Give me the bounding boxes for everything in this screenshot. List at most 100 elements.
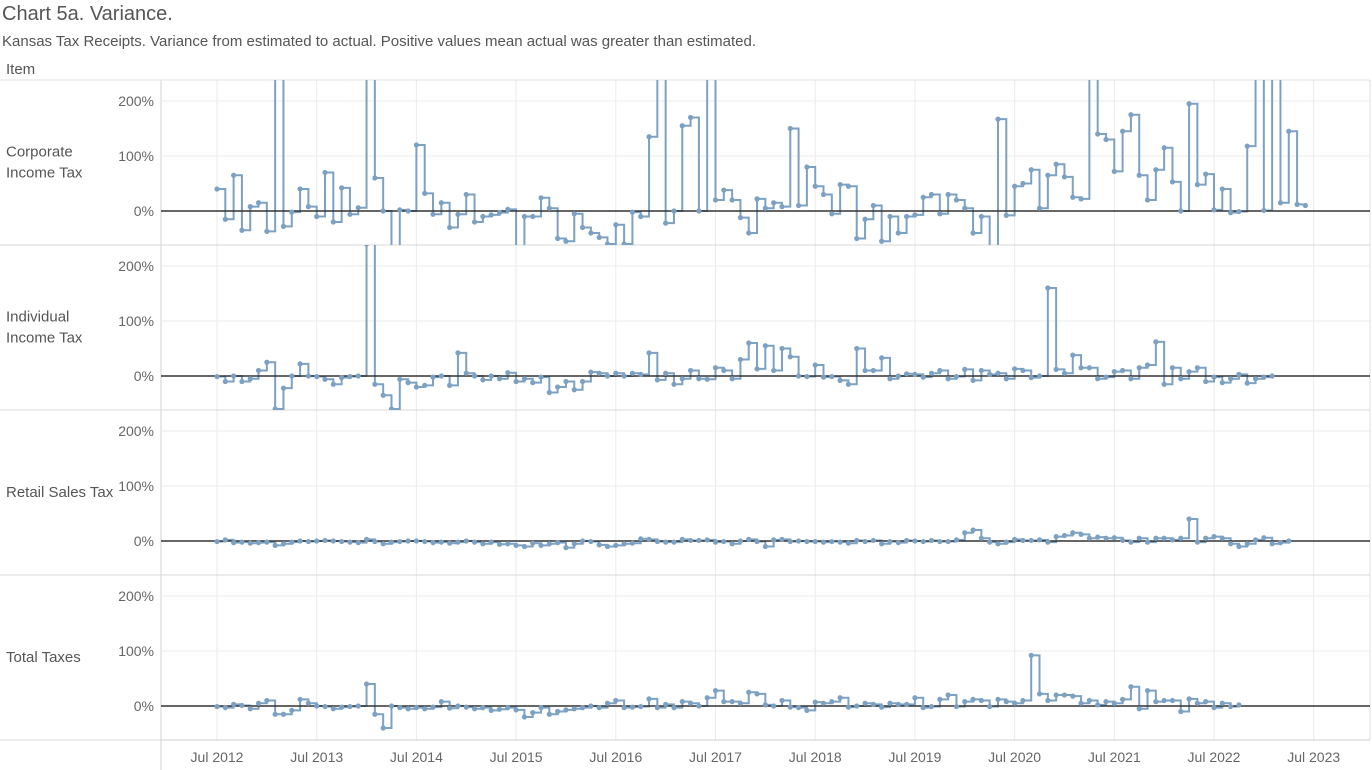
data-point [588, 538, 594, 545]
data-point [1186, 696, 1192, 702]
data-point [920, 374, 926, 380]
data-point [771, 537, 777, 543]
data-point [604, 700, 611, 706]
data-point [571, 387, 577, 393]
data-point [928, 370, 935, 376]
data-point [995, 370, 1001, 376]
data-point [1036, 373, 1043, 379]
data-point [1203, 378, 1209, 385]
data-point [671, 208, 677, 214]
data-point [546, 541, 552, 547]
data-point [970, 696, 976, 703]
data-point [762, 702, 768, 708]
data-point [588, 369, 594, 375]
data-point [903, 213, 910, 220]
data-point [795, 705, 802, 711]
data-point [1186, 516, 1192, 522]
data-point [530, 213, 536, 220]
data-point [696, 208, 702, 214]
data-point [804, 164, 810, 170]
data-point [646, 696, 652, 702]
data-point [455, 211, 461, 217]
data-point [820, 700, 827, 706]
data-point [1269, 541, 1275, 547]
data-point [837, 539, 843, 545]
data-point [854, 703, 860, 709]
data-point [405, 380, 411, 386]
data-point [255, 700, 262, 706]
data-point [1061, 174, 1068, 180]
data-point [339, 185, 345, 191]
data-point [854, 345, 860, 352]
data-point [862, 700, 868, 706]
data-point [870, 537, 876, 544]
data-point [264, 228, 270, 234]
data-point [704, 695, 710, 701]
data-point [953, 703, 960, 710]
data-point [1028, 375, 1034, 381]
data-point [289, 373, 295, 379]
y-tick-label: 100% [118, 478, 154, 494]
data-point [1003, 376, 1009, 382]
data-point [1020, 537, 1026, 544]
data-point [372, 538, 378, 545]
data-point [513, 707, 519, 713]
data-point [330, 219, 336, 225]
data-point [1302, 202, 1308, 209]
data-point [613, 222, 619, 228]
data-point [1144, 197, 1151, 203]
data-point [380, 725, 386, 731]
data-point [388, 406, 395, 410]
data-point [314, 373, 320, 380]
data-point [463, 538, 469, 544]
data-point [588, 703, 594, 709]
data-point [1078, 365, 1084, 371]
data-point [704, 537, 710, 543]
data-point [737, 538, 744, 544]
data-point [812, 538, 818, 545]
data-point [1078, 196, 1084, 202]
data-point [488, 212, 494, 218]
data-point [879, 355, 885, 361]
data-point [920, 538, 926, 545]
data-point [654, 705, 660, 711]
data-point [1244, 541, 1250, 547]
x-tick-label: Jul 2013 [290, 749, 343, 765]
data-point [1012, 536, 1018, 542]
data-point [1020, 697, 1026, 704]
data-point [1036, 537, 1043, 543]
data-point [214, 703, 220, 710]
data-point [978, 213, 984, 220]
data-point [480, 705, 486, 711]
data-point [1236, 208, 1242, 215]
data-point [1078, 531, 1084, 538]
data-point [264, 697, 270, 704]
data-point [771, 367, 777, 374]
data-point [314, 213, 320, 220]
data-point [1228, 210, 1234, 216]
data-point [496, 376, 503, 382]
data-point [1194, 182, 1200, 188]
data-point [654, 538, 660, 545]
data-point [920, 194, 926, 200]
data-point [1136, 706, 1142, 712]
data-point [305, 538, 311, 545]
data-point [579, 538, 586, 544]
data-point [862, 367, 868, 374]
x-tick-label: Jul 2019 [888, 749, 941, 765]
data-point [1087, 43, 1092, 48]
data-point [1045, 697, 1051, 704]
data-point [355, 373, 361, 379]
data-point [214, 538, 220, 545]
data-point [746, 689, 752, 695]
data-point [555, 708, 561, 715]
data-point [1169, 365, 1176, 371]
data-point [405, 538, 411, 544]
data-point [389, 252, 394, 257]
data-point [1103, 374, 1109, 380]
data-point [663, 220, 669, 226]
data-point [538, 195, 544, 201]
data-point [837, 695, 843, 701]
y-tick-label: 200% [118, 258, 154, 274]
